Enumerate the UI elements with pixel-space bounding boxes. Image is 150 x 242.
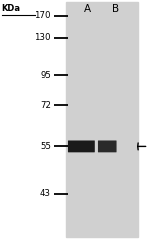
FancyBboxPatch shape	[68, 140, 95, 152]
Text: B: B	[112, 4, 119, 14]
Text: 43: 43	[40, 189, 51, 198]
Text: 72: 72	[40, 101, 51, 110]
Text: A: A	[84, 4, 91, 14]
Text: 130: 130	[34, 33, 51, 42]
Bar	[66, 2, 138, 237]
Text: 170: 170	[34, 11, 51, 20]
Text: KDa: KDa	[2, 4, 21, 13]
Text: 95: 95	[40, 70, 51, 80]
Text: 55: 55	[40, 142, 51, 151]
FancyBboxPatch shape	[98, 140, 117, 152]
